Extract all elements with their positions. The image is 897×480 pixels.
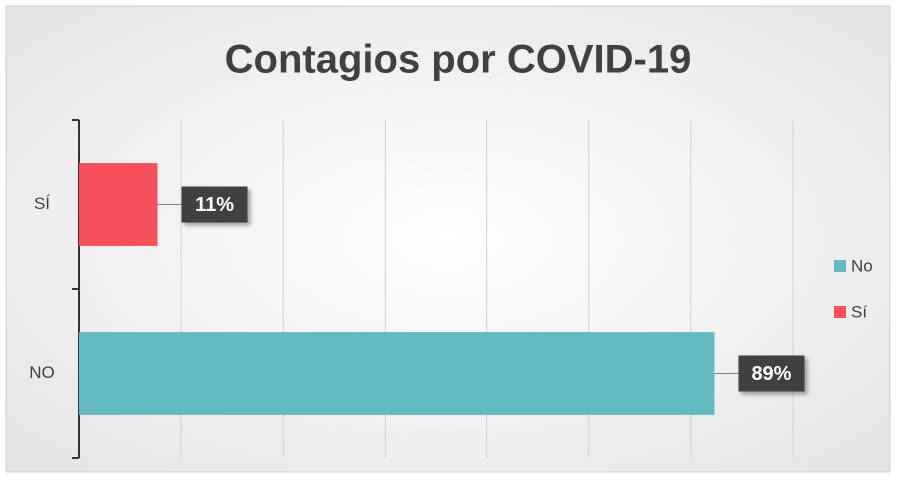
legend-swatch [834,306,846,318]
y-tick-label: NO [29,363,55,382]
chart-title: Contagios por COVID-19 [225,38,692,82]
legend-label: Sí [851,302,867,321]
data-label: 11% [195,194,234,216]
legend-label: No [851,256,873,275]
legend-swatch [834,260,846,272]
data-label: 89% [751,363,791,385]
y-tick-label: SÍ [34,194,50,213]
bar [79,332,715,415]
data-label-box [738,355,805,392]
data-label-box [181,186,248,223]
bar [79,163,158,246]
